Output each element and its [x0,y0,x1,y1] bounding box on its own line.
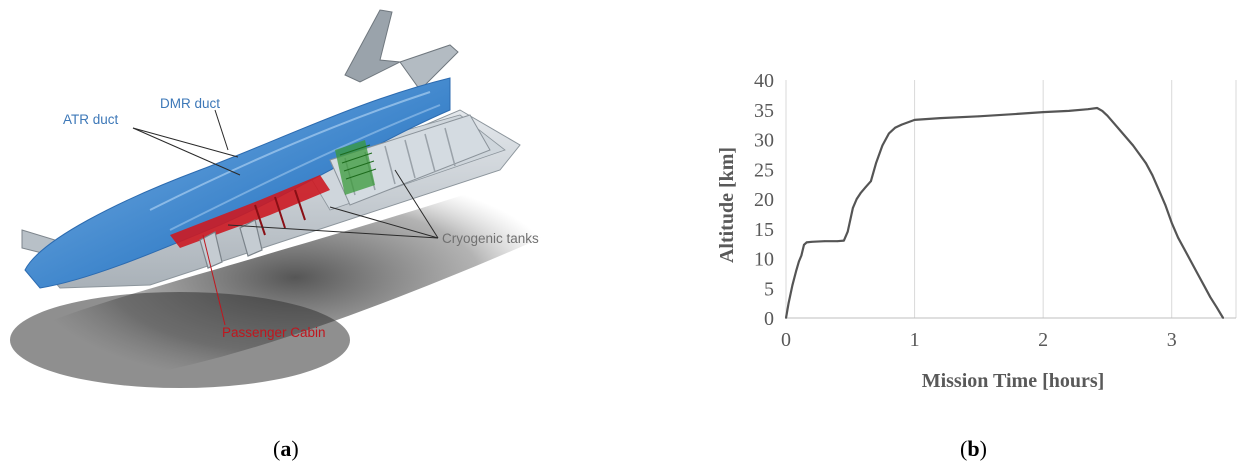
data-point [1209,296,1212,299]
data-point [913,118,916,121]
leader-lines [132,109,439,326]
panel-a-illustration: ATR duct DMR duct Cryogenic tanks Passen… [0,0,600,400]
internal-frames [199,219,263,269]
cryogenic-tanks-label: Cryogenic tanks [442,231,539,246]
data-point [1087,108,1090,111]
y-tick-label: 25 [754,159,774,181]
data-point [894,126,897,129]
data-point [887,132,890,135]
data-point [1132,144,1135,147]
x-axis-label: Mission Time [hours] [922,370,1105,392]
data-point [1096,107,1099,109]
data-point [1215,306,1218,309]
data-point [1196,272,1199,275]
data-point [785,317,787,319]
passenger-cabin-section [170,175,330,248]
data-point [881,144,884,147]
atr-duct-label: ATR duct [63,112,119,127]
data-point [791,284,794,287]
y-axis-label: Altitude [km] [716,147,738,263]
panel-b-chart: 0 1 2 3 0 5 10 15 20 25 30 35 40 Altitude [km] Missi… [690,55,1241,400]
caption-b-letter: b [967,436,980,461]
data-point [1106,114,1109,117]
data-point [1164,204,1167,206]
data-point [803,243,805,246]
dmr-duct-label: DMR duct [160,96,220,111]
y-tick-label: 30 [754,130,774,152]
data-point [1119,129,1122,132]
data-point [1145,162,1147,165]
data-point [1157,189,1160,191]
x-tick-label: 3 [1167,329,1177,351]
data-point [795,269,798,272]
data-point [787,302,790,305]
data-point [1190,260,1192,263]
data-point [939,117,942,119]
data-point [836,240,839,243]
data-point [805,241,808,244]
x-tick-label: 0 [781,329,791,351]
data-point [849,218,852,221]
chart-series-layer [784,106,1225,319]
data-point [855,198,858,200]
data-point [823,240,826,243]
data-point [1170,221,1173,224]
data-point [1177,236,1180,239]
y-tick-label: 5 [764,278,774,300]
y-tick-label: 10 [754,249,774,271]
ground-shadow [10,170,560,388]
passenger-cabin-label: Passenger Cabin [222,325,326,340]
caption-a-letter: a [280,436,292,461]
chart-grid [785,80,1237,318]
data-point [842,239,845,242]
data-point [800,254,803,257]
data-point [810,240,813,243]
data-point [977,115,980,118]
y-tick-label: 15 [754,219,774,241]
data-point [1042,111,1045,114]
data-point [1016,113,1019,115]
caption-a: (a) [273,436,299,461]
data-point [1067,110,1070,112]
caption-b: (b) [960,436,987,461]
aircraft-cutaway-illustration: ATR duct DMR duct Cryogenic tanks Passen… [10,9,560,388]
data-point [846,230,849,233]
y-tick-label: 0 [764,308,774,330]
data-point [900,123,903,126]
data-point [1202,284,1205,287]
series-line-0 [784,106,1225,319]
data-point [875,162,877,165]
data-point [1222,317,1225,319]
data-point [797,260,800,263]
data-point [1101,110,1104,112]
data-point [1151,174,1154,177]
data-point [1183,248,1186,251]
data-point [869,180,872,183]
data-point [864,186,867,189]
y-tick-label: 40 [754,70,774,92]
y-tick-label: 20 [754,189,774,211]
x-tick-label: 1 [910,329,920,351]
y-tick-label: 35 [754,100,774,122]
tail-fins [344,9,459,91]
x-tick-label: 2 [1038,329,1048,351]
blue-hull [24,77,451,289]
data-point [859,192,862,194]
cryogenic-tanks-section [329,114,491,206]
data-point [851,207,854,209]
